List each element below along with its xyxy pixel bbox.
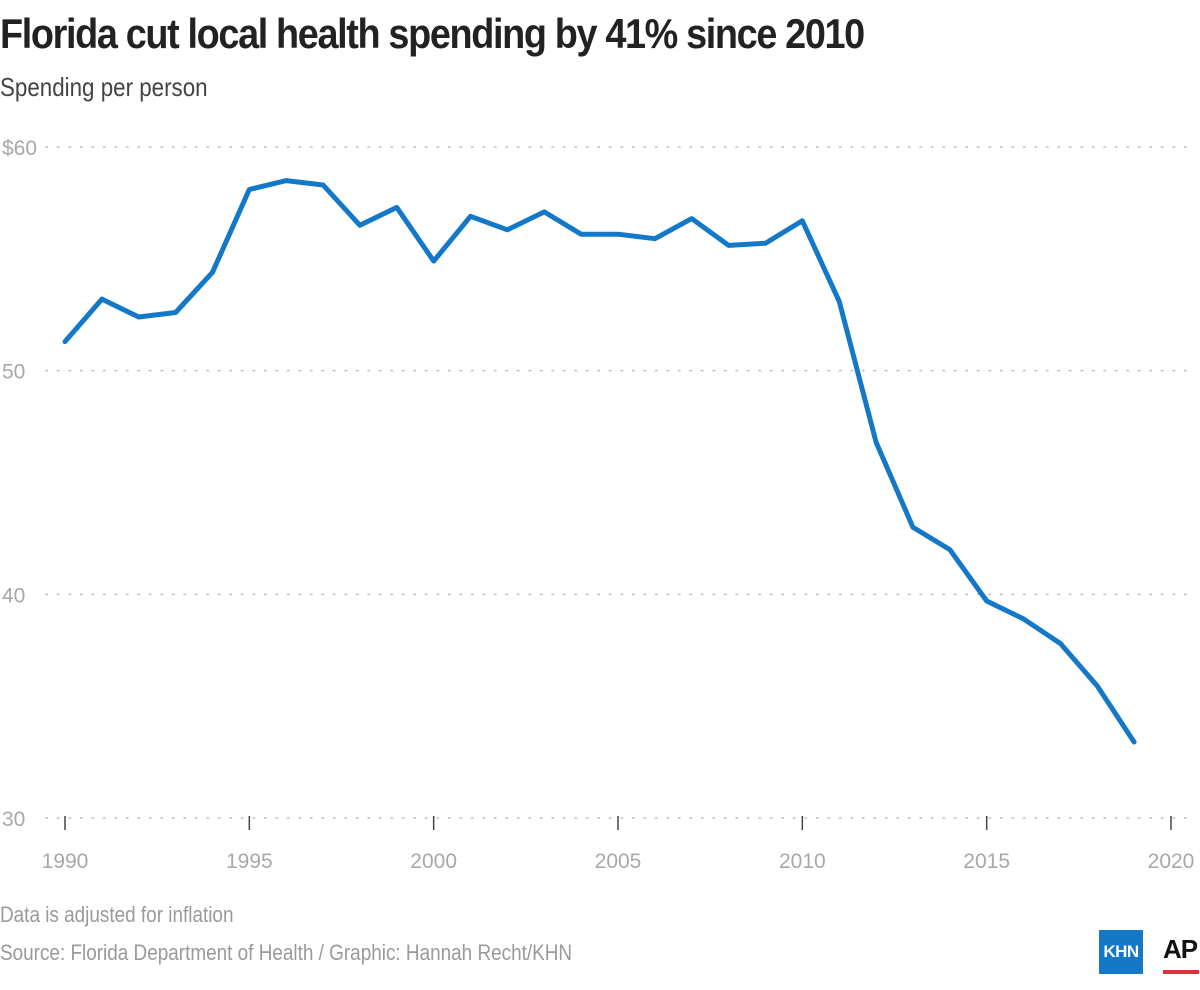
series-line-0 (62, 178, 1137, 745)
source-credit: Source: Florida Department of Health / G… (0, 940, 573, 965)
y-tick-label-50: 50 (2, 361, 25, 384)
khn-logo: KHN (1099, 930, 1143, 974)
y-tick-label-60: $60 (2, 137, 37, 160)
x-tick-label-2020: 2020 (1148, 850, 1195, 873)
line-chart: 30 40 50 $60 1990 1995 2000 2005 2010 2015 2020 (2, 137, 1195, 873)
x-tick-label-2000: 2000 (410, 850, 457, 873)
chart-title: Florida cut local health spending by 41%… (0, 10, 865, 57)
x-tick-label-2005: 2005 (595, 850, 642, 873)
ap-logo-text: AP (1163, 934, 1198, 964)
x-tick-label-2015: 2015 (963, 850, 1010, 873)
inflation-note: Data is adjusted for inflation (0, 902, 234, 927)
y-tick-label-40: 40 (2, 584, 25, 607)
x-tick-label-1995: 1995 (226, 850, 273, 873)
ap-logo: AP (1163, 934, 1199, 974)
khn-logo-text: KHN (1103, 942, 1139, 961)
ap-logo-bar (1163, 970, 1199, 974)
y-tick-label-30: 30 (2, 808, 25, 831)
chart-subtitle: Spending per person (0, 72, 208, 102)
x-tick-label-1990: 1990 (42, 850, 89, 873)
x-tick-label-2010: 2010 (779, 850, 826, 873)
